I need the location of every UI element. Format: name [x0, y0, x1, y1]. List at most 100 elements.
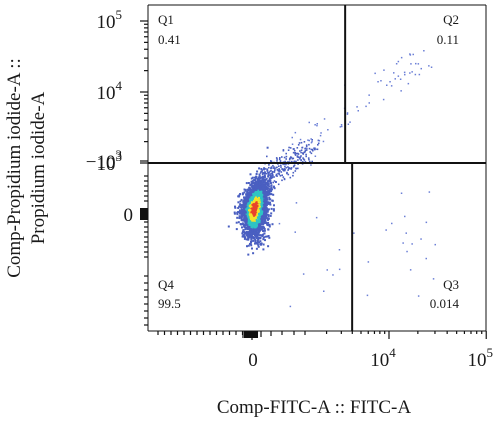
- density-point: [253, 189, 255, 192]
- density-point: [270, 207, 273, 210]
- density-point: [286, 171, 288, 174]
- density-point: [291, 143, 294, 145]
- density-point: [260, 242, 263, 245]
- density-point: [297, 156, 300, 158]
- density-point: [267, 173, 269, 175]
- density-point: [258, 201, 261, 204]
- density-point: [261, 205, 264, 208]
- density-point: [251, 187, 254, 190]
- density-point: [273, 187, 276, 190]
- density-point: [263, 191, 266, 194]
- density-point: [260, 211, 263, 214]
- density-point: [254, 198, 256, 201]
- density-point: [264, 221, 267, 224]
- density-point: [247, 238, 250, 241]
- density-point: [255, 224, 257, 226]
- density-point: [365, 105, 367, 108]
- density-point: [274, 181, 277, 183]
- density-point: [295, 202, 298, 204]
- density-point: [247, 244, 250, 247]
- density-point: [423, 50, 425, 52]
- density-point: [245, 208, 248, 211]
- density-point: [248, 197, 251, 200]
- density-point: [258, 196, 260, 199]
- density-point: [250, 191, 253, 194]
- density-point: [263, 227, 266, 230]
- density-point: [250, 189, 253, 191]
- density-point: [272, 193, 275, 196]
- density-point: [287, 169, 289, 171]
- density-point: [251, 180, 254, 183]
- density-point: [264, 176, 266, 178]
- density-point: [260, 190, 263, 193]
- density-point: [243, 196, 245, 199]
- density-point: [269, 170, 271, 173]
- density-point: [249, 205, 252, 208]
- y-tick-label-4: 105: [97, 7, 123, 33]
- density-point: [271, 176, 274, 178]
- density-point: [247, 215, 250, 218]
- density-point: [237, 221, 240, 224]
- density-point: [254, 183, 256, 185]
- density-point: [252, 223, 254, 225]
- density-point: [242, 202, 245, 205]
- density-point: [243, 191, 246, 194]
- density-point: [281, 156, 283, 158]
- density-point: [256, 204, 259, 207]
- density-point: [233, 212, 236, 215]
- density-point: [262, 198, 265, 201]
- density-point: [275, 173, 278, 176]
- density-point: [353, 232, 355, 234]
- density-point: [290, 156, 292, 158]
- density-point: [405, 232, 407, 234]
- density-point: [249, 189, 252, 191]
- density-point: [258, 181, 261, 184]
- density-point: [316, 124, 318, 127]
- density-point: [255, 212, 258, 215]
- density-point: [248, 191, 251, 194]
- density-point: [257, 241, 260, 244]
- density-point: [253, 196, 255, 199]
- density-points: [227, 50, 436, 308]
- density-point: [260, 202, 263, 205]
- density-point: [257, 184, 259, 187]
- density-point: [316, 148, 319, 151]
- density-point: [269, 175, 272, 177]
- density-point: [258, 187, 261, 190]
- density-point: [295, 167, 297, 170]
- density-point: [241, 226, 243, 229]
- density-point: [251, 225, 254, 228]
- density-point: [266, 155, 268, 158]
- density-point: [397, 75, 400, 77]
- density-point: [247, 253, 250, 256]
- density-point: [289, 305, 292, 308]
- density-point: [272, 209, 275, 212]
- density-point: [258, 215, 261, 218]
- density-point: [261, 217, 264, 220]
- q3-name: Q3: [443, 277, 459, 292]
- density-point: [270, 177, 272, 180]
- density-point: [257, 193, 259, 196]
- density-point: [242, 234, 245, 237]
- density-point: [254, 191, 257, 194]
- density-point: [274, 167, 276, 170]
- density-point: [257, 189, 260, 192]
- density-point: [294, 231, 296, 233]
- density-point: [252, 252, 255, 255]
- density-point: [292, 171, 295, 174]
- density-point: [244, 236, 246, 239]
- density-point: [250, 226, 253, 229]
- density-point: [275, 166, 277, 169]
- density-point: [254, 207, 257, 210]
- density-point: [269, 193, 272, 196]
- density-point: [263, 181, 266, 184]
- density-point: [262, 223, 265, 226]
- density-point: [250, 224, 253, 226]
- density-point: [253, 186, 255, 189]
- density-point: [338, 249, 341, 251]
- density-point: [287, 173, 290, 176]
- density-point: [255, 219, 258, 221]
- density-point: [265, 187, 267, 190]
- density-point: [382, 98, 385, 101]
- density-point: [258, 214, 261, 217]
